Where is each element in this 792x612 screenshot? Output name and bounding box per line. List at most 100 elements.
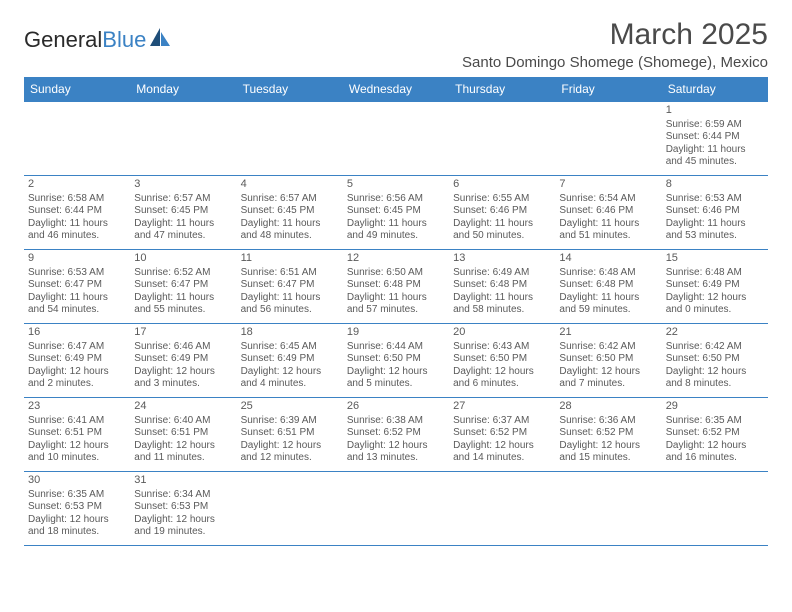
dayname-tuesday: Tuesday: [237, 77, 343, 102]
calendar-cell: 24Sunrise: 6:40 AMSunset: 6:51 PMDayligh…: [130, 398, 236, 472]
logo-sail-icon: [148, 26, 174, 54]
day-number: 6: [453, 178, 551, 192]
sunrise-text: Sunrise: 6:57 AM: [134, 193, 232, 206]
logo-text-blue: Blue: [102, 27, 146, 53]
daylight-text: Daylight: 11 hours and 50 minutes.: [453, 218, 551, 243]
daylight-text: Daylight: 11 hours and 58 minutes.: [453, 292, 551, 317]
day-number: 7: [559, 178, 657, 192]
sunrise-text: Sunrise: 6:47 AM: [28, 341, 126, 354]
daylight-text: Daylight: 12 hours and 6 minutes.: [453, 366, 551, 391]
calendar-cell: [449, 102, 555, 176]
calendar-cell: 8Sunrise: 6:53 AMSunset: 6:46 PMDaylight…: [662, 176, 768, 250]
daylight-text: Daylight: 12 hours and 5 minutes.: [347, 366, 445, 391]
daylight-text: Daylight: 12 hours and 0 minutes.: [666, 292, 764, 317]
sunset-text: Sunset: 6:48 PM: [347, 279, 445, 292]
sunset-text: Sunset: 6:51 PM: [241, 427, 339, 440]
calendar-cell: 6Sunrise: 6:55 AMSunset: 6:46 PMDaylight…: [449, 176, 555, 250]
sunset-text: Sunset: 6:46 PM: [559, 205, 657, 218]
calendar-cell: 27Sunrise: 6:37 AMSunset: 6:52 PMDayligh…: [449, 398, 555, 472]
daylight-text: Daylight: 12 hours and 19 minutes.: [134, 514, 232, 539]
calendar-cell: [555, 472, 661, 546]
daylight-text: Daylight: 12 hours and 8 minutes.: [666, 366, 764, 391]
sunrise-text: Sunrise: 6:54 AM: [559, 193, 657, 206]
location-text: Santo Domingo Shomege (Shomege), Mexico: [462, 54, 768, 71]
sunrise-text: Sunrise: 6:53 AM: [666, 193, 764, 206]
sunset-text: Sunset: 6:51 PM: [134, 427, 232, 440]
dayname-row: Sunday Monday Tuesday Wednesday Thursday…: [24, 77, 768, 102]
day-number: 26: [347, 400, 445, 414]
sunset-text: Sunset: 6:46 PM: [453, 205, 551, 218]
calendar-cell: 11Sunrise: 6:51 AMSunset: 6:47 PMDayligh…: [237, 250, 343, 324]
calendar-cell: 5Sunrise: 6:56 AMSunset: 6:45 PMDaylight…: [343, 176, 449, 250]
calendar-cell: 2Sunrise: 6:58 AMSunset: 6:44 PMDaylight…: [24, 176, 130, 250]
calendar-cell: 29Sunrise: 6:35 AMSunset: 6:52 PMDayligh…: [662, 398, 768, 472]
sunset-text: Sunset: 6:50 PM: [666, 353, 764, 366]
sunrise-text: Sunrise: 6:52 AM: [134, 267, 232, 280]
logo-text-general: General: [24, 27, 102, 53]
daylight-text: Daylight: 12 hours and 11 minutes.: [134, 440, 232, 465]
day-number: 27: [453, 400, 551, 414]
day-number: 20: [453, 326, 551, 340]
day-number: 8: [666, 178, 764, 192]
sunset-text: Sunset: 6:47 PM: [241, 279, 339, 292]
calendar-row: 16Sunrise: 6:47 AMSunset: 6:49 PMDayligh…: [24, 324, 768, 398]
calendar-cell: 22Sunrise: 6:42 AMSunset: 6:50 PMDayligh…: [662, 324, 768, 398]
sunrise-text: Sunrise: 6:42 AM: [666, 341, 764, 354]
sunrise-text: Sunrise: 6:37 AM: [453, 415, 551, 428]
sunset-text: Sunset: 6:51 PM: [28, 427, 126, 440]
dayname-thursday: Thursday: [449, 77, 555, 102]
day-number: 2: [28, 178, 126, 192]
day-number: 5: [347, 178, 445, 192]
calendar-row: 2Sunrise: 6:58 AMSunset: 6:44 PMDaylight…: [24, 176, 768, 250]
day-number: 25: [241, 400, 339, 414]
calendar-cell: [237, 472, 343, 546]
calendar-row: 23Sunrise: 6:41 AMSunset: 6:51 PMDayligh…: [24, 398, 768, 472]
sunset-text: Sunset: 6:50 PM: [453, 353, 551, 366]
sunrise-text: Sunrise: 6:40 AM: [134, 415, 232, 428]
sunset-text: Sunset: 6:45 PM: [241, 205, 339, 218]
calendar-cell: 14Sunrise: 6:48 AMSunset: 6:48 PMDayligh…: [555, 250, 661, 324]
day-number: 9: [28, 252, 126, 266]
sunrise-text: Sunrise: 6:48 AM: [666, 267, 764, 280]
daylight-text: Daylight: 12 hours and 14 minutes.: [453, 440, 551, 465]
calendar-table: Sunday Monday Tuesday Wednesday Thursday…: [24, 77, 768, 546]
daylight-text: Daylight: 12 hours and 3 minutes.: [134, 366, 232, 391]
sunset-text: Sunset: 6:49 PM: [666, 279, 764, 292]
calendar-cell: 26Sunrise: 6:38 AMSunset: 6:52 PMDayligh…: [343, 398, 449, 472]
title-block: March 2025 Santo Domingo Shomege (Shomeg…: [462, 18, 768, 71]
sunrise-text: Sunrise: 6:44 AM: [347, 341, 445, 354]
sunrise-text: Sunrise: 6:38 AM: [347, 415, 445, 428]
day-number: 30: [28, 474, 126, 488]
daylight-text: Daylight: 12 hours and 4 minutes.: [241, 366, 339, 391]
dayname-saturday: Saturday: [662, 77, 768, 102]
sunrise-text: Sunrise: 6:56 AM: [347, 193, 445, 206]
sunset-text: Sunset: 6:48 PM: [453, 279, 551, 292]
calendar-cell: [24, 102, 130, 176]
sunrise-text: Sunrise: 6:42 AM: [559, 341, 657, 354]
sunset-text: Sunset: 6:50 PM: [559, 353, 657, 366]
sunrise-text: Sunrise: 6:49 AM: [453, 267, 551, 280]
day-number: 21: [559, 326, 657, 340]
sunrise-text: Sunrise: 6:51 AM: [241, 267, 339, 280]
calendar-cell: [237, 102, 343, 176]
daylight-text: Daylight: 12 hours and 12 minutes.: [241, 440, 339, 465]
calendar-cell: 4Sunrise: 6:57 AMSunset: 6:45 PMDaylight…: [237, 176, 343, 250]
sunset-text: Sunset: 6:44 PM: [666, 131, 764, 144]
logo: GeneralBlue: [24, 18, 174, 54]
calendar-cell: 9Sunrise: 6:53 AMSunset: 6:47 PMDaylight…: [24, 250, 130, 324]
day-number: 18: [241, 326, 339, 340]
day-number: 19: [347, 326, 445, 340]
sunrise-text: Sunrise: 6:34 AM: [134, 489, 232, 502]
sunset-text: Sunset: 6:53 PM: [134, 501, 232, 514]
day-number: 3: [134, 178, 232, 192]
daylight-text: Daylight: 12 hours and 18 minutes.: [28, 514, 126, 539]
calendar-cell: [343, 102, 449, 176]
daylight-text: Daylight: 11 hours and 48 minutes.: [241, 218, 339, 243]
calendar-cell: 23Sunrise: 6:41 AMSunset: 6:51 PMDayligh…: [24, 398, 130, 472]
sunset-text: Sunset: 6:49 PM: [28, 353, 126, 366]
daylight-text: Daylight: 12 hours and 10 minutes.: [28, 440, 126, 465]
day-number: 22: [666, 326, 764, 340]
day-number: 13: [453, 252, 551, 266]
sunset-text: Sunset: 6:50 PM: [347, 353, 445, 366]
calendar-cell: 20Sunrise: 6:43 AMSunset: 6:50 PMDayligh…: [449, 324, 555, 398]
